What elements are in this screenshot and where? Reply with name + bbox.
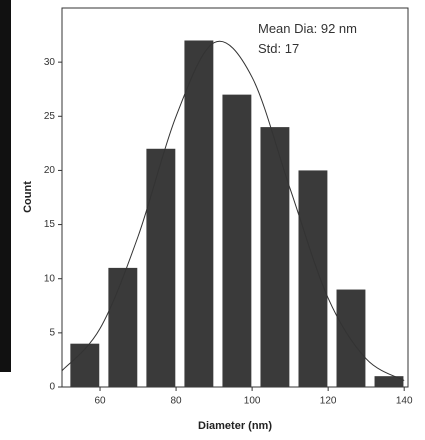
x-tick-label: 140	[396, 396, 413, 407]
bar	[222, 94, 252, 387]
y-tick-label: 25	[44, 111, 56, 122]
x-tick-label: 120	[320, 396, 337, 407]
annotation: Std: 17	[258, 41, 299, 56]
bar	[146, 148, 176, 387]
bar	[260, 127, 290, 387]
image-edge	[0, 0, 11, 372]
x-axis-label: Diameter (nm)	[198, 420, 272, 432]
x-tick-label: 60	[94, 396, 106, 407]
bar	[70, 343, 100, 387]
y-tick-label: 10	[44, 273, 56, 284]
bar	[298, 170, 328, 387]
fit-curve	[61, 40, 405, 381]
x-tick-label: 100	[244, 396, 261, 407]
annotation: Mean Dia: 92 nm	[258, 21, 357, 36]
bar	[184, 40, 214, 387]
y-tick-label: 0	[49, 382, 55, 393]
x-tick-label: 80	[171, 396, 183, 407]
y-tick-label: 30	[44, 57, 56, 68]
bar	[336, 289, 366, 387]
y-axis-label: Count	[22, 181, 34, 213]
y-tick-label: 15	[44, 219, 56, 230]
y-tick-label: 20	[44, 165, 56, 176]
bar	[108, 267, 138, 387]
bar	[374, 376, 404, 387]
y-tick-label: 5	[49, 327, 55, 338]
